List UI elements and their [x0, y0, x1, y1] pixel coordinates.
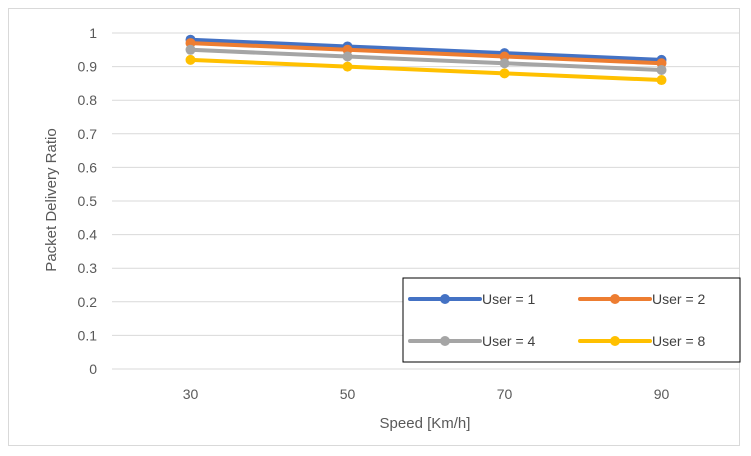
y-tick-label: 0.7 — [78, 126, 98, 142]
legend-items: User = 1 User = 2 User = 4 User = 8 — [408, 291, 706, 349]
legend-label: User = 8 — [652, 333, 706, 349]
x-tick-label: 90 — [654, 386, 670, 402]
legend-item: User = 2 — [578, 291, 706, 307]
data-point — [185, 54, 196, 65]
x-axis-ticks: 30 50 70 90 — [183, 386, 670, 402]
series-line — [188, 57, 664, 83]
x-axis-title: Speed [Km/h] — [380, 415, 471, 432]
y-tick-label: 0.4 — [78, 227, 98, 243]
legend-swatch-marker — [610, 336, 620, 346]
series-4 — [185, 54, 667, 86]
x-tick-label: 30 — [183, 386, 199, 402]
series-3 — [185, 44, 667, 75]
y-axis-title: Packet Delivery Ratio — [43, 128, 60, 271]
legend: User = 1 User = 2 User = 4 User = 8 — [402, 277, 741, 363]
legend-swatch-marker — [440, 336, 450, 346]
data-point — [499, 58, 510, 69]
legend-label: User = 2 — [652, 291, 706, 307]
data-point — [185, 44, 196, 55]
series-line — [188, 41, 664, 66]
gridlines — [112, 32, 740, 370]
legend-item: User = 8 — [578, 333, 706, 349]
x-tick-label: 50 — [340, 386, 356, 402]
data-point — [342, 51, 353, 62]
y-tick-label: 0.3 — [78, 260, 98, 276]
y-tick-label: 0.5 — [78, 193, 98, 209]
legend-item: User = 1 — [408, 291, 536, 307]
legend-item: User = 4 — [408, 333, 536, 349]
chart-area — [8, 8, 740, 446]
series-line — [188, 37, 664, 62]
legend-swatch-marker — [610, 294, 620, 304]
series-line — [188, 47, 664, 72]
data-point — [342, 61, 353, 72]
legend-box — [402, 277, 741, 363]
y-tick-label: 0.9 — [78, 59, 98, 75]
data-point — [656, 75, 667, 86]
y-tick-label: 0.1 — [78, 327, 98, 343]
y-tick-label: 0.6 — [78, 159, 98, 175]
x-tick-label: 70 — [497, 386, 513, 402]
y-tick-label: 0 — [89, 361, 97, 377]
y-axis-ticks: 0 0.1 0.2 0.3 0.4 0.5 0.6 0.7 0.8 0.9 1 — [78, 25, 98, 377]
y-tick-label: 0.8 — [78, 92, 98, 108]
legend-label: User = 4 — [482, 333, 536, 349]
data-point — [656, 64, 667, 75]
data-point — [499, 68, 510, 79]
legend-label: User = 1 — [482, 291, 536, 307]
series-layer — [185, 34, 667, 86]
y-tick-label: 1 — [89, 25, 97, 41]
legend-swatch-marker — [440, 294, 450, 304]
y-tick-label: 0.2 — [78, 294, 98, 310]
